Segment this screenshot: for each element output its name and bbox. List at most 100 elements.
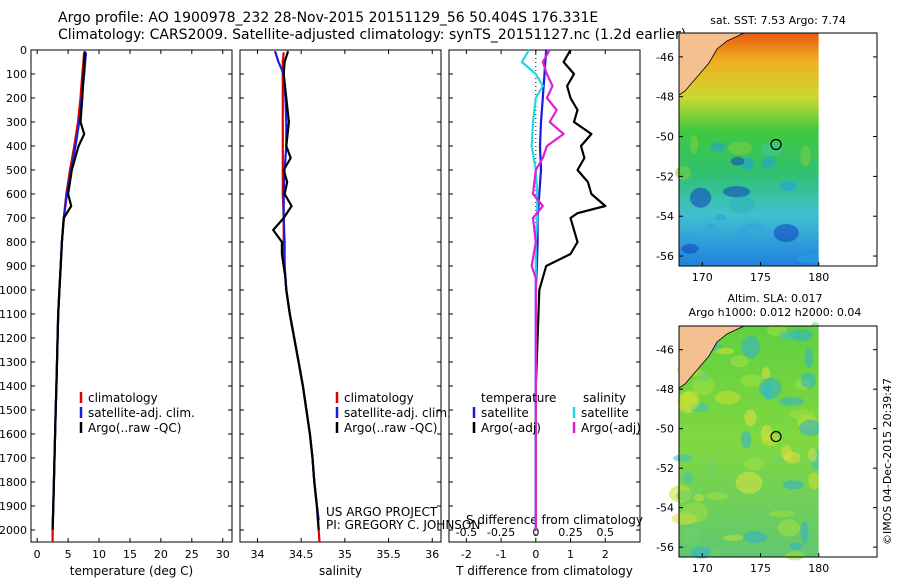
land-new-zealand — [678, 325, 745, 389]
x-tick-label: 34.5 — [289, 548, 314, 561]
profile-panel-1: 0100200300400500600700800900100011001200… — [0, 44, 233, 578]
depth-tick-label: 1100 — [0, 308, 27, 321]
map-texture — [737, 226, 749, 246]
map-panel-1: 170 175 180 -46 -48 -50 -52 -54 -56 sat. SST: 7.5… — [656, 14, 878, 284]
x-tick-label: 0 — [532, 548, 539, 561]
annotation: PI: GREGORY C. JOHNSON — [326, 518, 480, 532]
depth-tick-label: 300 — [6, 116, 27, 129]
map-texture — [741, 336, 761, 359]
legend-label: Argo(-adj) — [581, 421, 641, 435]
depth-tick-label: 500 — [6, 164, 27, 177]
x-tick-label: 0 — [34, 548, 41, 561]
legend-label: satellite-adj. clim. — [344, 406, 451, 420]
map-frame — [678, 325, 878, 558]
series-line — [534, 49, 548, 530]
map-texture — [789, 409, 815, 420]
x-tick-label: 25 — [185, 548, 199, 561]
map-texture — [796, 254, 824, 264]
map-title: sat. SST: 7.53 Argo: 7.74 — [710, 14, 846, 27]
map-texture — [681, 390, 700, 410]
depth-tick-label: 1400 — [0, 380, 27, 393]
map-texture — [808, 472, 820, 490]
latitude-label: -54 — [656, 502, 674, 515]
map-texture — [730, 156, 745, 166]
legend-label: Argo(-adj) — [481, 421, 541, 435]
latitude-label: -48 — [656, 383, 674, 396]
map-texture — [723, 186, 751, 198]
map-texture — [681, 502, 709, 523]
depth-tick-label: 0 — [20, 44, 27, 57]
map-texture — [777, 519, 801, 537]
map-texture — [740, 374, 764, 388]
latitude-label: -54 — [656, 210, 674, 223]
map-texture — [683, 232, 696, 244]
map-texture — [728, 196, 756, 214]
top-axis-label: S difference from climatology — [466, 513, 643, 527]
map-texture — [810, 322, 820, 334]
map-texture — [744, 457, 764, 471]
latitude-label: -48 — [656, 91, 674, 104]
map-texture — [745, 223, 763, 231]
plot-frame — [448, 49, 641, 543]
x-tick-label: 20 — [154, 548, 168, 561]
x-axis-label: T difference from climatology — [455, 564, 633, 578]
map-texture — [690, 187, 712, 208]
map-texture — [696, 371, 710, 383]
x-tick-label: 10 — [92, 548, 106, 561]
map-texture — [789, 329, 813, 342]
x-tick-label: 35 — [338, 548, 352, 561]
map-texture — [789, 542, 803, 551]
map-texture — [785, 551, 805, 561]
depth-tick-label: 1800 — [0, 476, 27, 489]
x-axis-label: temperature (deg C) — [70, 564, 193, 578]
map-texture — [673, 454, 693, 463]
latitude-label: -56 — [656, 541, 674, 554]
map-texture — [683, 472, 693, 485]
legend-header: salinity — [583, 391, 626, 405]
map-texture — [690, 135, 699, 154]
map-texture — [800, 372, 817, 389]
x-tick-label: 34 — [250, 548, 264, 561]
map-texture — [744, 409, 757, 427]
x-tick-label: 35.5 — [376, 548, 401, 561]
map-texture — [808, 448, 817, 462]
map-texture — [690, 546, 713, 559]
profile-panel-3: -2 -1 0 1 2 T difference from climatology -0.5… — [448, 49, 643, 578]
map-texture — [782, 480, 805, 490]
footer-timestamp: ©IMOS 04-Dec-2015 20:39:47 — [881, 378, 894, 545]
map-texture — [761, 433, 780, 446]
x-tick-label: -1 — [496, 548, 507, 561]
land-new-zealand — [678, 32, 745, 96]
map-texture — [727, 141, 753, 156]
argo-float-marker — [770, 138, 782, 151]
plot-frame — [30, 49, 233, 543]
profile-panel-2: 34 34.5 35 35.5 36 salinity climatologysatelli… — [239, 49, 480, 578]
depth-tick-label: 1900 — [0, 500, 27, 513]
map-texture — [761, 156, 776, 169]
annotation: US ARGO PROJECT — [326, 505, 438, 519]
map-texture — [708, 457, 717, 479]
x-tick-label: 30 — [216, 548, 230, 561]
map-title: Altim. SLA: 0.017 — [727, 292, 822, 305]
legend-label: Argo(..raw -QC) — [344, 421, 437, 435]
map-texture — [800, 521, 809, 544]
map-texture — [692, 376, 716, 396]
top-tick-label: -0.5 — [456, 526, 477, 539]
map-texture — [675, 165, 691, 181]
longitude-label: 175 — [750, 271, 771, 284]
map-texture — [709, 548, 722, 558]
depth-tick-label: 1600 — [0, 428, 27, 441]
map-texture — [706, 223, 716, 230]
map-subtitle: Argo h1000: 0.012 h2000: 0.04 — [689, 306, 862, 319]
map-texture — [681, 243, 699, 254]
map-texture — [800, 145, 811, 167]
depth-tick-label: 700 — [6, 212, 27, 225]
x-tick-label: 15 — [123, 548, 137, 561]
map-texture — [735, 471, 763, 494]
map-texture — [760, 142, 783, 156]
top-tick-label: 0.25 — [558, 526, 583, 539]
legend-label: satellite-adj. clim. — [88, 406, 195, 420]
plot-frame — [239, 49, 442, 543]
series-line — [530, 49, 565, 530]
